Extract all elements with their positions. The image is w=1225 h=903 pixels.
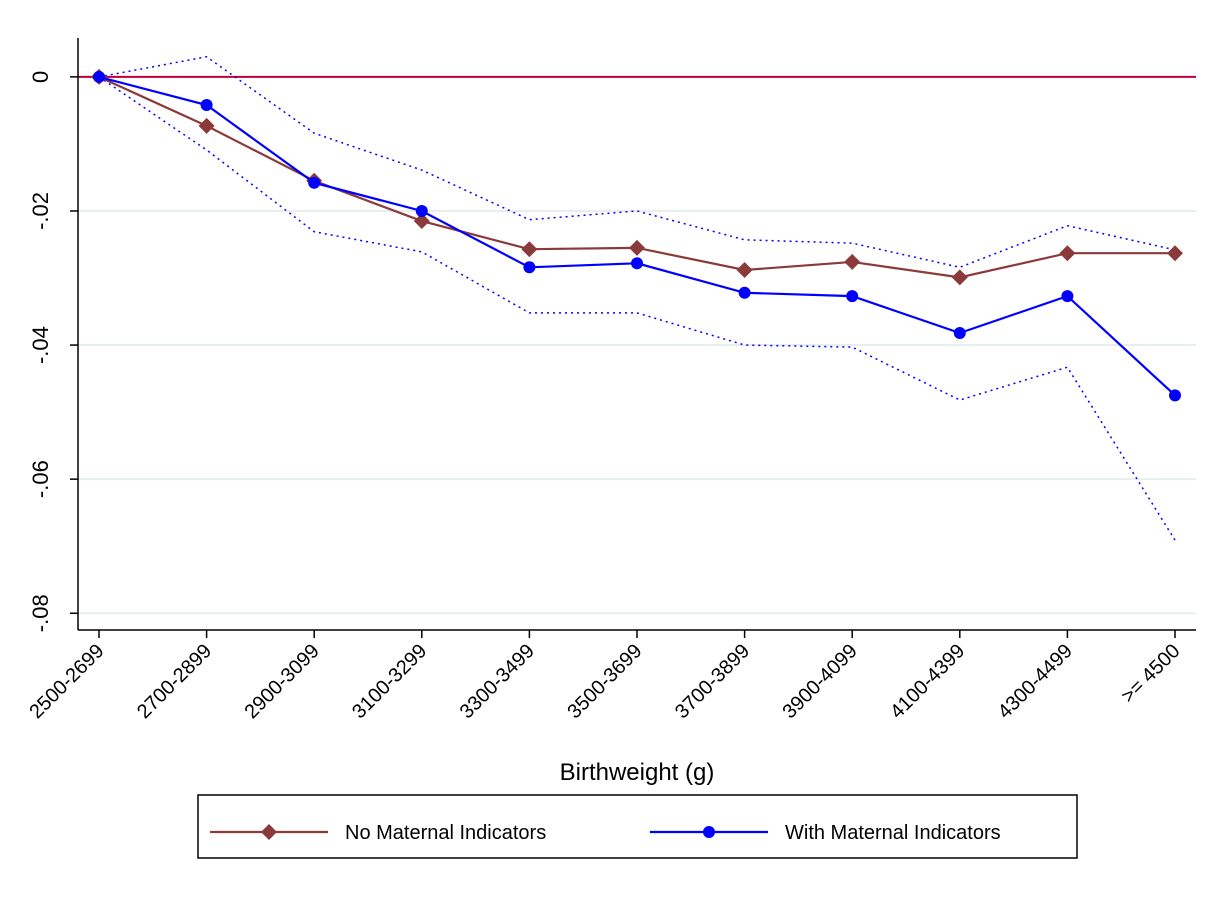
marker [736, 261, 753, 278]
marker [413, 213, 430, 230]
marker [308, 176, 321, 189]
marker [415, 204, 428, 217]
marker [198, 117, 215, 134]
y-tick-label: -.04 [28, 326, 53, 364]
y-tick-label: -.06 [28, 460, 53, 498]
marker [844, 253, 861, 270]
marker [631, 257, 643, 270]
marker [1059, 245, 1076, 262]
marker [521, 241, 538, 258]
marker [951, 269, 968, 286]
y-tick-label: -.02 [28, 192, 53, 230]
y-tick-label: -.08 [28, 594, 53, 632]
marker [93, 70, 105, 83]
legend-label: With Maternal Indicators [785, 822, 1001, 844]
marker [523, 261, 536, 274]
confidence-line [98, 55, 1176, 269]
marker [953, 326, 966, 339]
legend-label: No Maternal Indicators [345, 822, 546, 844]
legend-marker [703, 826, 715, 838]
marker [1169, 389, 1181, 402]
marker [738, 286, 751, 299]
marker [1167, 245, 1183, 262]
legend-box [197, 794, 1078, 859]
marker [629, 239, 645, 256]
x-axis-title: Birthweight (g) [560, 759, 715, 786]
legend-marker [261, 824, 277, 840]
marker [846, 290, 859, 303]
marker [1061, 290, 1074, 303]
marker [200, 99, 213, 112]
y-tick-label: 0 [28, 71, 53, 83]
